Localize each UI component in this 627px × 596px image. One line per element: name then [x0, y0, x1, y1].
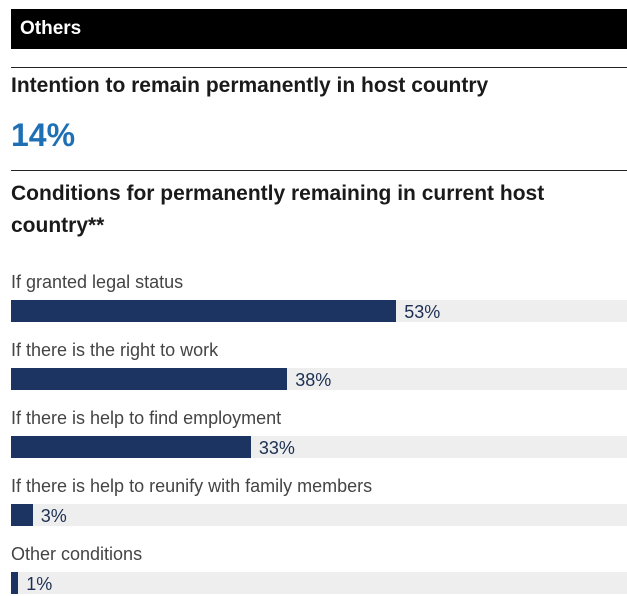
bar-value-label: 1%	[26, 574, 53, 594]
category-label: If there is help to find employment	[11, 408, 282, 428]
conditions-heading: Conditions for permanently remaining in …	[11, 182, 545, 237]
bar-track: 33%	[11, 436, 627, 458]
bar	[11, 436, 251, 458]
bar-track: 3%	[11, 504, 627, 526]
bar	[11, 504, 33, 526]
section-header: Others	[11, 9, 627, 49]
category-label: If there is the right to work	[11, 340, 219, 360]
bar-value-label: 33%	[258, 438, 295, 458]
intention-value: 14%	[11, 117, 76, 153]
bar-value-label: 53%	[404, 302, 441, 322]
category-label: Other conditions	[11, 544, 143, 564]
bar	[11, 368, 288, 390]
bar-track: 38%	[11, 368, 627, 390]
category-label: If there is help to reunify with family …	[11, 476, 373, 496]
bar-track: 53%	[11, 300, 627, 322]
bar-track: 1%	[11, 572, 627, 594]
bar	[11, 572, 19, 594]
divider	[11, 170, 627, 171]
bar	[11, 300, 397, 322]
category-label: If granted legal status	[11, 272, 184, 292]
bar-value-label: 38%	[295, 370, 332, 390]
intention-heading: Intention to remain permanently in host …	[11, 74, 489, 97]
divider	[11, 67, 627, 68]
section-title: Others	[20, 18, 82, 39]
bar-value-label: 3%	[40, 506, 67, 526]
